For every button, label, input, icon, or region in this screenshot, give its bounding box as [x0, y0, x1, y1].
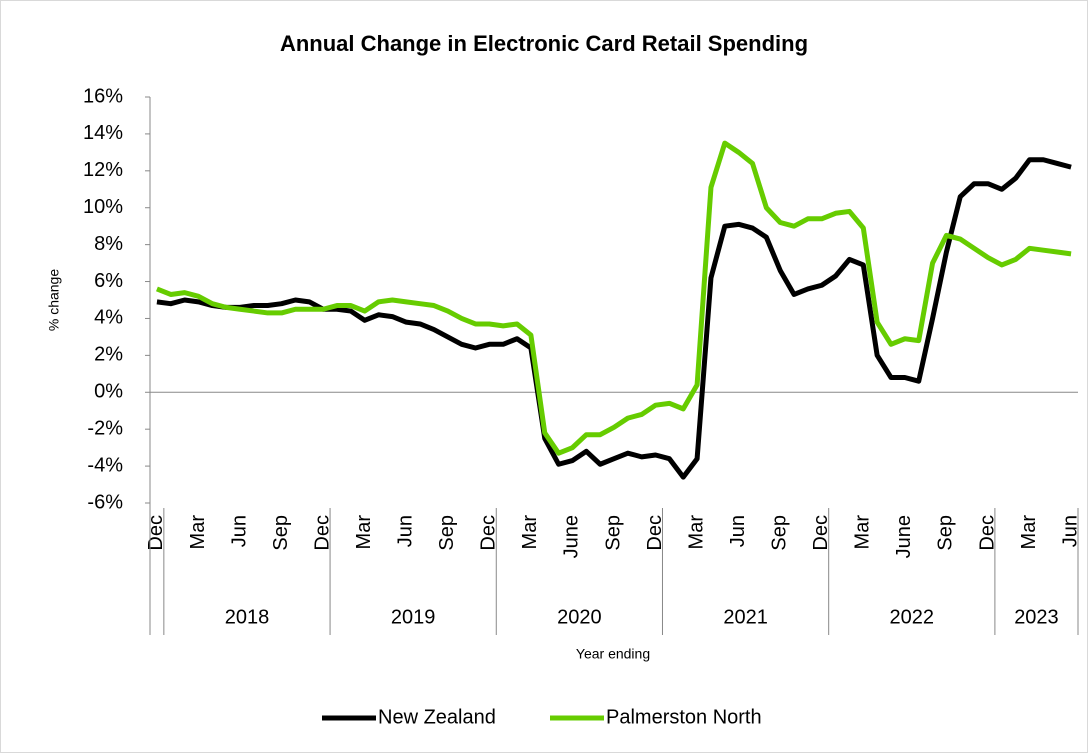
series-line — [156, 140, 1072, 456]
x-tick-label: Dec — [145, 515, 167, 551]
y-tick-label: 4% — [94, 307, 123, 329]
x-tick-label: Sep — [935, 515, 957, 551]
y-tick-label: 12% — [83, 159, 123, 181]
x-tick-label: Mar — [187, 515, 209, 550]
y-tick-label: 16% — [83, 85, 123, 107]
x-tick-label: June — [893, 515, 915, 558]
chart-title: Annual Change in Electronic Card Retail … — [280, 31, 808, 56]
x-tick-label: Mar — [353, 515, 375, 550]
y-tick-label: 0% — [94, 381, 123, 403]
y-tick-label: 2% — [94, 344, 123, 366]
x-tick-label: Mar — [519, 515, 541, 550]
x-axis-label: Year ending — [576, 646, 650, 662]
y-tick-label: 14% — [83, 122, 123, 144]
x-tick-label: Sep — [270, 515, 292, 551]
x-tick-label: Mar — [685, 515, 707, 550]
y-tick-label: -6% — [87, 491, 123, 513]
x-tick-label: Jun — [395, 515, 417, 547]
x-tick-label: Dec — [311, 515, 333, 551]
x-tick-label: Jun — [228, 515, 250, 547]
x-group-label: 2022 — [890, 606, 935, 628]
y-tick-label: 10% — [83, 196, 123, 218]
x-tick-label: Mar — [852, 515, 874, 550]
x-tick-label: Dec — [644, 515, 666, 551]
x-tick-label: Dec — [976, 515, 998, 551]
x-tick-label: Mar — [1018, 515, 1040, 550]
y-tick-label: -4% — [87, 454, 123, 476]
y-tick-label: 8% — [94, 233, 123, 255]
x-group-label: 2019 — [391, 606, 436, 628]
y-axis-label: % change — [46, 269, 62, 331]
y-tick-label: -2% — [87, 417, 123, 439]
y-tick-label: 6% — [94, 270, 123, 292]
legend-label: New Zealand — [378, 706, 496, 728]
x-tick-label: June — [561, 515, 583, 558]
x-tick-label: Sep — [602, 515, 624, 551]
series-line — [156, 157, 1072, 480]
x-tick-label: Jun — [727, 515, 749, 547]
x-tick-label: Dec — [478, 515, 500, 551]
x-tick-label: Sep — [436, 515, 458, 551]
x-group-label: 2020 — [557, 606, 602, 628]
legend-label: Palmerston North — [606, 706, 762, 728]
x-group-label: 2021 — [723, 606, 768, 628]
x-tick-label: Dec — [810, 515, 832, 551]
x-tick-label: Sep — [768, 515, 790, 551]
x-group-label: 2023 — [1014, 606, 1059, 628]
x-tick-label: Jun — [1059, 515, 1081, 547]
x-group-label: 2018 — [225, 606, 270, 628]
